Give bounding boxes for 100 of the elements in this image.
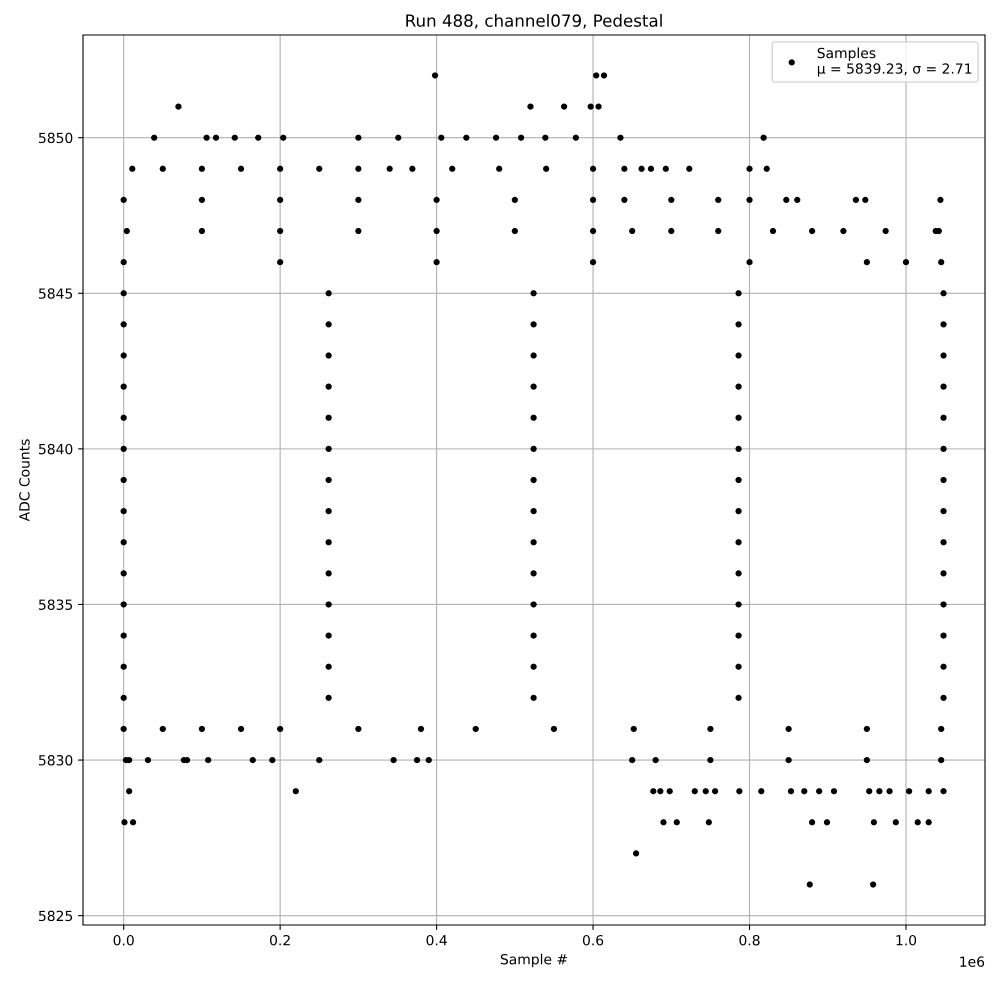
- point: [326, 664, 332, 670]
- point: [355, 166, 362, 172]
- point: [433, 196, 440, 204]
- point: [530, 446, 537, 452]
- point: [940, 788, 947, 794]
- point: [560, 103, 568, 110]
- point: [715, 196, 722, 204]
- chart-title: Run 488, channel079, Pedestal: [406, 14, 662, 29]
- point: [735, 384, 742, 390]
- point: [650, 788, 656, 794]
- legend-label: Samples μ = 5839.23, σ = 2.71: [818, 48, 972, 76]
- point: [126, 756, 132, 764]
- point: [674, 819, 680, 826]
- point: [830, 788, 838, 794]
- point: [735, 290, 742, 296]
- point: [120, 508, 127, 514]
- point: [316, 756, 322, 764]
- point: [120, 632, 127, 639]
- point: [212, 134, 220, 141]
- point: [160, 726, 166, 732]
- point: [129, 166, 136, 172]
- point: [735, 539, 742, 546]
- point: [940, 290, 947, 296]
- point: [940, 632, 947, 639]
- point: [326, 352, 332, 359]
- point: [707, 756, 714, 764]
- point: [463, 134, 470, 141]
- text: 1e6: [960, 956, 984, 967]
- point: [590, 166, 596, 172]
- point: [198, 196, 206, 204]
- point: [870, 819, 878, 826]
- point: [940, 321, 947, 328]
- point: [816, 788, 822, 794]
- point: [160, 166, 166, 172]
- point: [530, 352, 537, 359]
- point: [355, 196, 362, 204]
- point: [120, 352, 127, 359]
- point: [746, 196, 753, 204]
- point: [205, 756, 212, 764]
- point: [120, 290, 127, 296]
- point: [600, 72, 608, 79]
- point: [940, 664, 947, 670]
- point: [660, 819, 667, 826]
- point: [764, 166, 770, 172]
- point: [926, 819, 932, 826]
- point: [940, 539, 947, 546]
- y-axis-title: ADC Counts: [19, 439, 30, 522]
- point: [937, 196, 944, 204]
- point: [940, 476, 947, 484]
- point: [572, 134, 579, 141]
- point: [512, 196, 518, 204]
- point: [316, 166, 322, 172]
- point: [326, 446, 332, 452]
- point: [770, 228, 776, 234]
- point: [746, 259, 753, 266]
- point: [250, 756, 256, 764]
- point: [530, 384, 537, 390]
- point: [390, 756, 397, 764]
- point: [852, 196, 860, 204]
- point: [668, 228, 674, 234]
- point: [940, 601, 947, 608]
- point: [550, 726, 558, 732]
- point: [892, 819, 899, 826]
- point: [120, 384, 127, 390]
- point: [652, 756, 659, 764]
- y-tick-label: 5840: [39, 444, 72, 454]
- point: [512, 228, 518, 234]
- point: [735, 414, 742, 421]
- point: [588, 103, 594, 110]
- point: [638, 166, 645, 172]
- point: [840, 228, 847, 234]
- point: [735, 352, 742, 359]
- point: [629, 756, 636, 764]
- point: [864, 756, 870, 764]
- point: [595, 103, 602, 110]
- point: [707, 726, 714, 732]
- x-tick-label: 0.4: [426, 934, 447, 946]
- point: [938, 756, 944, 764]
- point: [433, 228, 440, 234]
- point: [590, 196, 596, 204]
- point: [355, 228, 362, 234]
- point: [866, 788, 872, 794]
- point: [409, 166, 416, 172]
- point: [862, 196, 868, 204]
- x-tick-label: 0.2: [270, 934, 290, 946]
- point: [906, 788, 912, 794]
- point: [414, 756, 420, 764]
- point: [255, 134, 262, 141]
- point: [198, 726, 206, 732]
- point: [735, 446, 742, 452]
- point: [870, 881, 876, 888]
- point: [120, 694, 127, 701]
- point: [530, 321, 537, 328]
- point: [786, 756, 792, 764]
- point: [662, 166, 669, 172]
- point: [788, 788, 794, 794]
- point: [120, 259, 127, 266]
- point: [144, 756, 152, 764]
- point: [746, 166, 753, 172]
- point: [530, 539, 537, 546]
